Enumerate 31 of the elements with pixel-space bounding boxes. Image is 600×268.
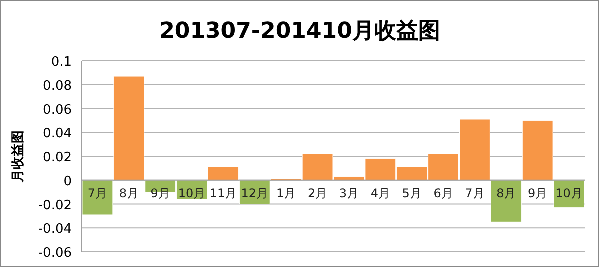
x-tick-label: 5月 (402, 186, 422, 200)
y-tick-label: -0.04 (38, 222, 72, 238)
x-tick-label: 6月 (434, 186, 454, 200)
x-tick-label: 7月 (465, 186, 485, 200)
y-tick-label: 0 (64, 174, 72, 190)
x-tick-label: 7月 (88, 186, 108, 200)
x-tick-label: 10月 (556, 186, 583, 200)
x-tick-label: 4月 (370, 186, 390, 200)
x-tick-label: 8月 (119, 186, 139, 200)
x-tick-label: 1月 (276, 186, 296, 200)
y-tick-label: -0.06 (38, 246, 72, 261)
x-tick-label: 9月 (528, 186, 548, 200)
y-axis-title: 月收益图 (11, 130, 26, 184)
x-tick-label: 12月 (241, 186, 269, 200)
y-tick-label: 0.08 (43, 78, 72, 94)
y-tick-label: 0.1 (51, 55, 72, 70)
y-tick-label: 0.04 (43, 126, 72, 142)
chart-title: 201307-201410月收益图 (160, 19, 440, 44)
bar (522, 120, 554, 181)
bar (208, 166, 239, 181)
bar (490, 180, 522, 222)
x-tick-label: 2月 (308, 186, 328, 200)
x-tick-label: 8月 (496, 186, 516, 200)
bar (82, 180, 114, 216)
bar (114, 76, 145, 181)
y-tick-label: 0.06 (43, 102, 72, 118)
y-tick-label: 0.02 (43, 150, 72, 166)
x-tick-label: 3月 (339, 186, 360, 200)
y-tick-label: -0.02 (38, 198, 72, 214)
x-tick-label: 11月 (210, 186, 238, 200)
x-tick-label: 10月 (178, 186, 206, 200)
